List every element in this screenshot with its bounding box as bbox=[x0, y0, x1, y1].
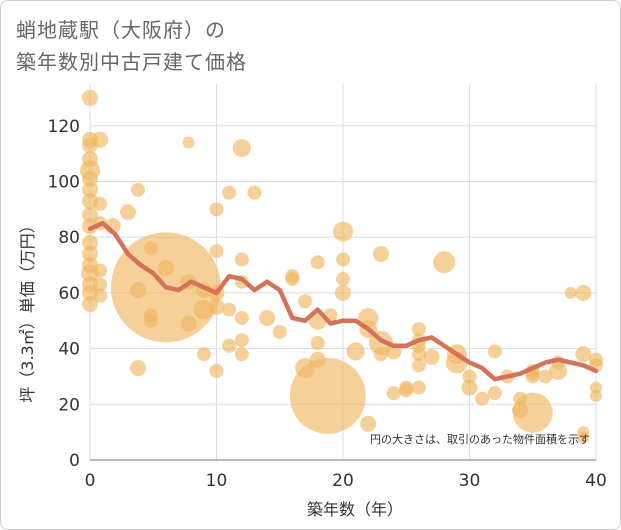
x-tick-label: 20 bbox=[332, 471, 354, 491]
data-bubble bbox=[82, 206, 98, 223]
data-bubble bbox=[590, 381, 602, 394]
data-bubble bbox=[131, 182, 146, 197]
average-line-layer bbox=[87, 221, 599, 382]
data-bubble bbox=[209, 244, 224, 259]
data-bubble bbox=[461, 379, 478, 396]
x-tick-label: 10 bbox=[206, 471, 228, 491]
data-bubble bbox=[222, 302, 237, 317]
data-bubble bbox=[82, 151, 98, 168]
y-tick-label: 60 bbox=[58, 284, 80, 304]
data-bubble bbox=[82, 89, 98, 106]
bubble-layer bbox=[80, 89, 603, 444]
data-bubble bbox=[577, 431, 590, 444]
y-tick-label: 0 bbox=[69, 451, 80, 471]
data-bubble bbox=[234, 333, 249, 348]
data-bubble bbox=[82, 170, 98, 187]
data-bubble bbox=[411, 322, 426, 337]
x-tick-label: 0 bbox=[85, 471, 96, 491]
data-bubble bbox=[462, 369, 477, 384]
data-bubble bbox=[575, 346, 592, 363]
x-tick-label: 30 bbox=[459, 471, 481, 491]
data-bubble bbox=[232, 139, 251, 158]
data-bubble bbox=[411, 358, 426, 373]
data-bubble bbox=[333, 221, 353, 242]
data-bubble bbox=[423, 348, 440, 365]
data-bubble bbox=[130, 360, 147, 377]
data-bubble bbox=[487, 386, 502, 401]
data-bubble bbox=[411, 380, 426, 395]
data-bubble bbox=[234, 310, 249, 325]
data-bubble bbox=[575, 284, 592, 301]
data-bubble bbox=[222, 338, 237, 353]
data-bubble bbox=[247, 185, 262, 200]
chart-title-line-2: 築年数別中古戸建て価格 bbox=[16, 50, 247, 74]
data-bubble bbox=[182, 136, 195, 149]
data-bubble bbox=[196, 347, 211, 362]
data-bubble bbox=[208, 298, 225, 315]
data-bubble bbox=[93, 196, 108, 211]
data-bubble bbox=[298, 294, 313, 309]
data-bubble bbox=[386, 386, 401, 401]
tick-labels: 0 10 20 30 40 0 20 40 60 80 100 120 bbox=[48, 117, 607, 491]
y-tick-label: 20 bbox=[58, 395, 80, 415]
data-bubble bbox=[234, 252, 249, 267]
data-bubble bbox=[399, 380, 414, 395]
data-bubble bbox=[209, 363, 224, 378]
data-bubble bbox=[513, 391, 528, 406]
data-bubble bbox=[433, 251, 456, 274]
data-bubble bbox=[259, 309, 276, 326]
data-bubble bbox=[512, 401, 529, 418]
data-bubble bbox=[272, 324, 287, 339]
data-bubble bbox=[372, 245, 389, 262]
data-bubble bbox=[82, 234, 98, 251]
average-price-line bbox=[87, 221, 599, 382]
data-bubble bbox=[336, 252, 350, 267]
data-bubble bbox=[373, 347, 388, 362]
data-bubble bbox=[590, 389, 602, 402]
data-bubble bbox=[538, 369, 553, 384]
chart-title-line-1: 蛸地蔵駅（大阪府）の bbox=[16, 18, 226, 42]
y-tick-label: 80 bbox=[58, 228, 80, 248]
data-bubble bbox=[285, 271, 300, 286]
data-bubble bbox=[157, 259, 174, 276]
data-bubble bbox=[346, 342, 365, 361]
data-bubble bbox=[93, 263, 108, 278]
y-tick-label: 40 bbox=[58, 340, 80, 360]
data-bubble bbox=[360, 415, 377, 432]
data-bubble bbox=[82, 181, 98, 198]
data-bubble bbox=[564, 286, 577, 299]
data-bubble bbox=[130, 282, 147, 299]
x-axis-label: 築年数（年） bbox=[307, 500, 403, 519]
data-bubble bbox=[93, 277, 108, 292]
y-tick-label: 100 bbox=[48, 172, 80, 192]
data-bubble bbox=[336, 271, 350, 286]
y-axis-label: 坪（3.3㎡）単価（万円） bbox=[18, 217, 37, 402]
data-bubble bbox=[525, 369, 540, 384]
data-bubble bbox=[487, 344, 502, 359]
bubble-size-note: 円の大きさは、取引のあった物件面積を示す bbox=[370, 432, 590, 446]
data-bubble bbox=[310, 336, 325, 351]
data-bubble bbox=[309, 351, 326, 368]
data-bubble bbox=[92, 131, 109, 148]
data-bubble bbox=[82, 245, 98, 262]
data-bubble bbox=[335, 284, 351, 301]
data-bubble bbox=[119, 204, 136, 221]
data-bubble bbox=[82, 296, 98, 313]
data-bubble bbox=[411, 347, 426, 362]
data-bubble bbox=[143, 313, 158, 328]
data-bubble bbox=[310, 255, 325, 270]
data-bubble bbox=[209, 202, 224, 217]
x-tick-label: 40 bbox=[585, 471, 607, 491]
chart-title: 蛸地蔵駅（大阪府）の 築年数別中古戸建て価格 bbox=[16, 14, 416, 78]
data-bubble bbox=[93, 288, 108, 303]
data-bubble bbox=[180, 315, 197, 332]
data-bubble bbox=[234, 347, 249, 362]
data-bubble bbox=[475, 391, 490, 406]
y-tick-label: 120 bbox=[48, 117, 80, 137]
data-bubble bbox=[143, 241, 158, 256]
data-bubble bbox=[222, 185, 237, 200]
data-bubble bbox=[295, 358, 316, 379]
